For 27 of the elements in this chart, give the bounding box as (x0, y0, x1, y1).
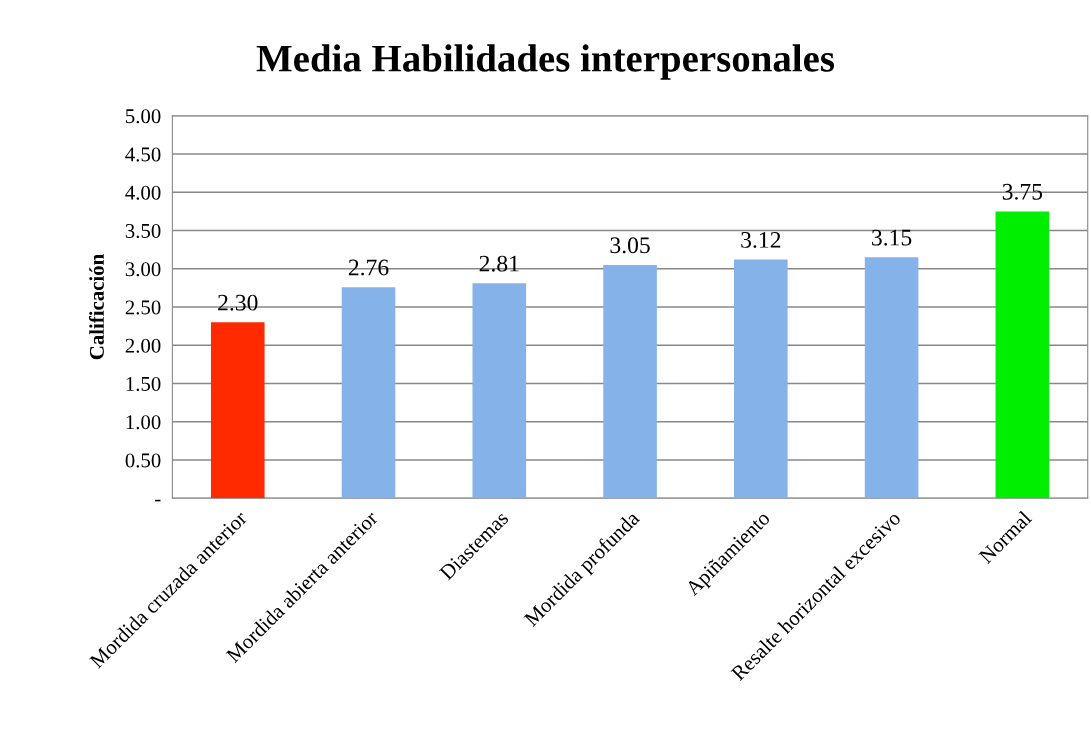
y-tick-label: 1.00 (126, 415, 161, 430)
bar (864, 257, 919, 499)
data-label: 3.75 (1002, 183, 1043, 200)
y-tick-label: 2.00 (125, 338, 161, 353)
data-label: 3.05 (610, 237, 650, 254)
bar (472, 283, 527, 499)
y-tick-label: 1.50 (126, 376, 161, 392)
chart-title: Media Habilidades interpersonales (256, 44, 835, 80)
y-axis-title: Calificación (89, 254, 104, 360)
y-tick-label: 3.50 (125, 223, 161, 239)
data-label: 3.12 (741, 231, 781, 248)
y-tick-label: 4.00 (125, 185, 161, 200)
y-tick-label: 5.00 (126, 109, 161, 124)
data-label: 2.81 (479, 255, 519, 272)
y-tick-label: 4.50 (125, 147, 161, 162)
data-label: 3.15 (872, 229, 912, 246)
bar (603, 264, 657, 499)
y-tick-label: 0.50 (125, 453, 161, 468)
bar (210, 322, 265, 499)
data-label: 2.76 (348, 259, 389, 276)
bar (734, 259, 788, 499)
y-tick-label: 2.50 (125, 300, 161, 315)
bar (995, 211, 1050, 499)
y-tick-label: - (155, 499, 161, 502)
bar (341, 287, 396, 499)
data-label: 2.30 (218, 294, 258, 311)
y-tick-label: 3.00 (125, 262, 161, 277)
